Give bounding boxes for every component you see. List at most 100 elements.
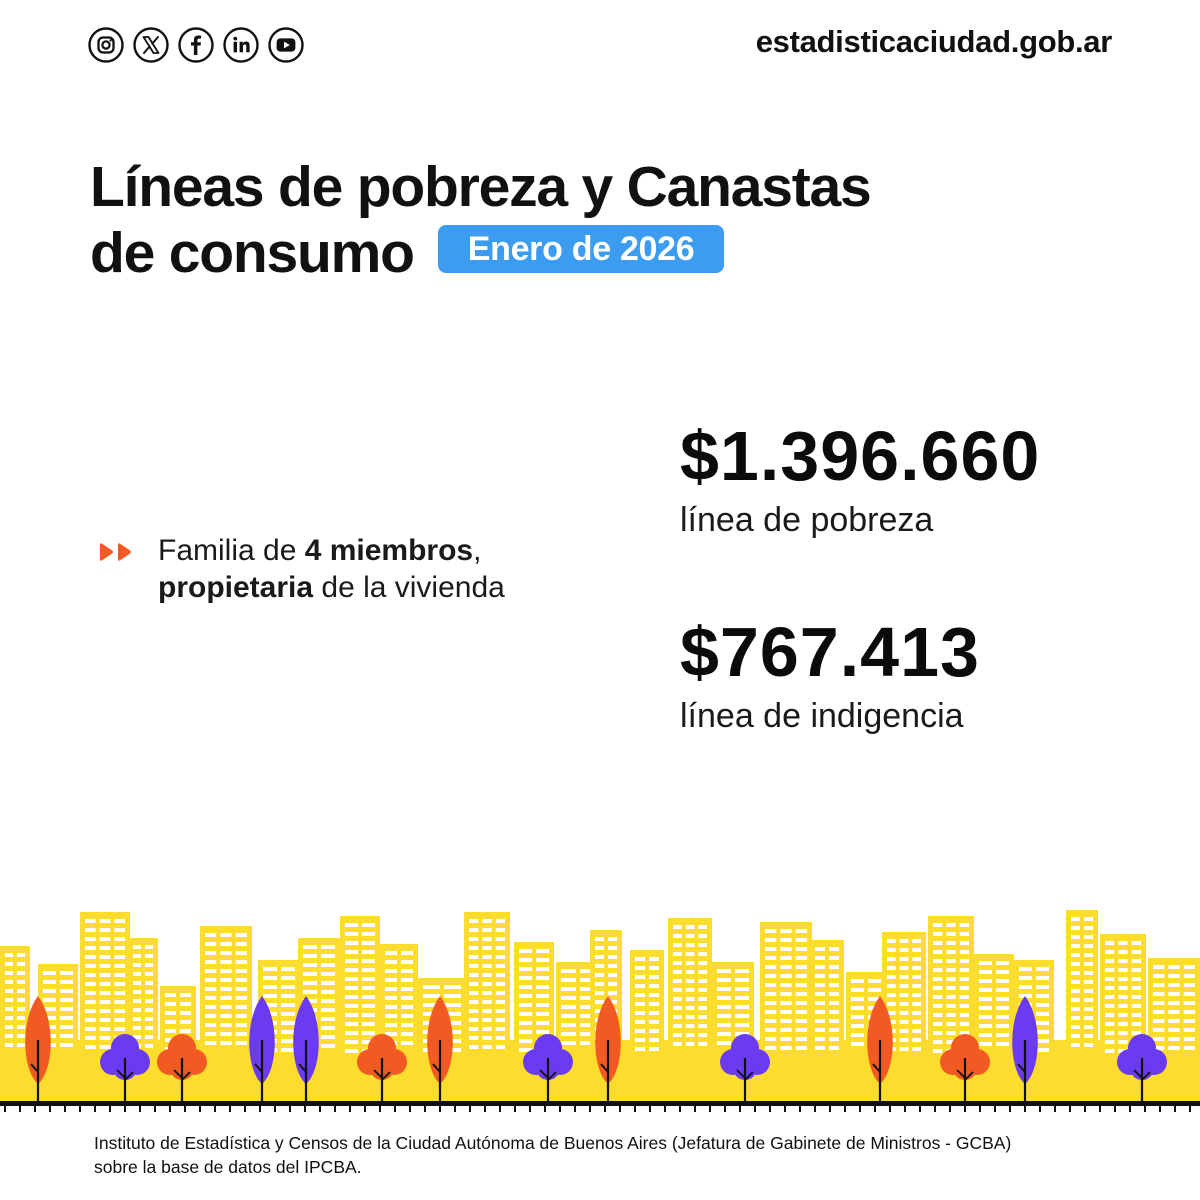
tree [720, 1034, 770, 1104]
family-description: Familia de 4 miembros, propietaria de la… [98, 532, 505, 606]
indigence-line-label: línea de indigencia [680, 697, 964, 735]
ground-tick [289, 1105, 291, 1112]
ground-tick [604, 1105, 606, 1112]
ground-tick [769, 1105, 771, 1112]
ground-tick [634, 1105, 636, 1112]
ground-tick [1159, 1105, 1161, 1112]
tree [595, 996, 621, 1104]
ground-tick [709, 1105, 711, 1112]
ground-tick [259, 1105, 261, 1112]
family-members: 4 miembros [304, 534, 474, 567]
linkedin-icon[interactable] [223, 27, 259, 63]
ground-tick [664, 1105, 666, 1112]
ground-tick [94, 1105, 96, 1112]
tree [249, 996, 275, 1104]
ground-tick [874, 1105, 876, 1112]
ground-tick [1174, 1105, 1176, 1112]
building [0, 946, 30, 1102]
family-suffix: de la vivienda [313, 571, 505, 604]
youtube-icon[interactable] [268, 27, 304, 63]
building [464, 912, 510, 1102]
ground-tick [994, 1105, 996, 1112]
ground-tick [844, 1105, 846, 1112]
ground-tick [784, 1105, 786, 1112]
indigence-line-amount: $767.413 [680, 613, 980, 691]
ground-tick [649, 1105, 651, 1112]
ground-tick [169, 1105, 171, 1112]
ground-tick [919, 1105, 921, 1112]
tree [293, 996, 319, 1104]
family-comma: , [473, 534, 482, 567]
tree [1012, 996, 1038, 1104]
building [712, 962, 754, 1102]
double-arrow-icon [100, 543, 131, 561]
ground-tick [949, 1105, 951, 1112]
page-title: Líneas de pobreza y Canastas de consumo E… [90, 154, 872, 286]
family-owner: propietaria [158, 571, 314, 604]
ground-tick [1009, 1105, 1011, 1112]
ground-tick [349, 1105, 351, 1112]
ground-tick [814, 1105, 816, 1112]
ground-tick [934, 1105, 936, 1112]
building [200, 926, 252, 1102]
ground-tick [154, 1105, 156, 1112]
source-line-2: sobre la base de datos del IPCBA. [94, 1157, 362, 1177]
ground-tick [379, 1105, 381, 1112]
ground-tick [34, 1105, 36, 1112]
ground-tick [214, 1105, 216, 1112]
ground-tick [889, 1105, 891, 1112]
ground-tick [754, 1105, 756, 1112]
tree [357, 1034, 407, 1104]
date-badge: Enero de 2026 [437, 224, 725, 273]
ground-tick [619, 1105, 621, 1112]
building [1148, 958, 1200, 1102]
ground-tick [1084, 1105, 1086, 1112]
ground-tick [49, 1105, 51, 1112]
ground-tick [979, 1105, 981, 1112]
ground-tick [1024, 1105, 1026, 1112]
ground-tick [334, 1105, 336, 1112]
ground-tick [409, 1105, 411, 1112]
tree [523, 1034, 573, 1104]
ground-tick [1069, 1105, 1071, 1112]
ground-tick [799, 1105, 801, 1112]
ground-tick [724, 1105, 726, 1112]
tree [100, 1034, 150, 1104]
ground-tick [1144, 1105, 1146, 1112]
ground-tick [394, 1105, 396, 1112]
ground-tick [1099, 1105, 1101, 1112]
instagram-icon[interactable] [88, 27, 124, 63]
ground-tick [139, 1105, 141, 1112]
ground-tick [454, 1105, 456, 1112]
ground-tick [64, 1105, 66, 1112]
ground-tick [199, 1105, 201, 1112]
ground-tick [904, 1105, 906, 1112]
ground-tick [829, 1105, 831, 1112]
ground-tick [514, 1105, 516, 1112]
ground-tick [544, 1105, 546, 1112]
ground-tick [274, 1105, 276, 1112]
source-line-1: Instituto de Estadística y Censos de la … [94, 1133, 1012, 1153]
ground-tick [319, 1105, 321, 1112]
site-url[interactable]: estadisticaciudad.gob.ar [755, 24, 1113, 59]
poverty-line-amount: $1.396.660 [680, 417, 1041, 495]
building [668, 918, 712, 1102]
stat-poverty-line: $1.396.660 línea de pobreza [680, 416, 1040, 540]
ground-tick [964, 1105, 966, 1112]
ground-tick [124, 1105, 126, 1112]
tree [25, 996, 51, 1104]
title-line-2: de consumo [90, 221, 415, 285]
building [128, 938, 158, 1102]
ground-tick [4, 1105, 6, 1112]
facebook-icon[interactable] [178, 27, 214, 63]
family-prefix: Familia de [158, 534, 305, 567]
ground-tick [484, 1105, 486, 1112]
ground-tick [109, 1105, 111, 1112]
ground-tick [859, 1105, 861, 1112]
ground-tick [589, 1105, 591, 1112]
building [1066, 910, 1098, 1102]
x-icon[interactable] [133, 27, 169, 63]
source-note: Instituto de Estadística y Censos de la … [94, 1131, 1011, 1179]
title-line-1: Líneas de pobreza y Canastas [90, 155, 872, 219]
ground-tick [559, 1105, 561, 1112]
